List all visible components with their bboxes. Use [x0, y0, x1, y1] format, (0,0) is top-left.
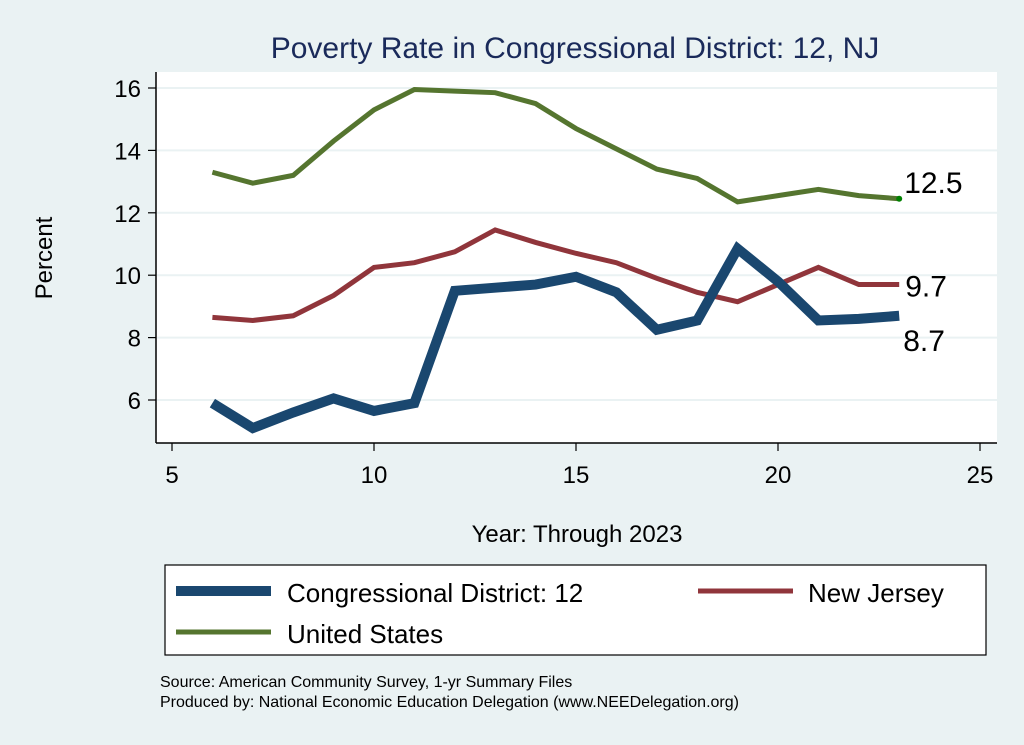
x-tick-label: 25 — [967, 462, 994, 489]
end-label-congressional-district-12: 8.7 — [903, 325, 945, 358]
x-tick-label: 10 — [361, 462, 388, 489]
y-tick-label: 16 — [114, 76, 141, 103]
x-tick-label: 15 — [563, 462, 590, 489]
x-axis-ticks: 5 10 15 20 25 — [165, 443, 993, 489]
y-tick-label: 14 — [114, 138, 141, 165]
y-tick-label: 6 — [128, 388, 141, 415]
end-label-united-states: 12.5 — [904, 167, 962, 200]
x-axis-title: Year: Through 2023 — [472, 521, 683, 548]
y-tick-label: 10 — [114, 263, 141, 290]
series-line-united-states — [211, 87, 900, 205]
chart-title: Poverty Rate in Congressional District: … — [271, 32, 880, 65]
y-tick-label: 12 — [114, 201, 141, 228]
y-axis-ticks: 6 8 10 12 14 16 — [114, 76, 156, 415]
legend-label-united-states: United States — [287, 619, 443, 649]
x-tick-label: 20 — [765, 462, 792, 489]
end-labels: 8.7 9.7 12.5 — [903, 167, 962, 358]
y-axis-title: Percent — [31, 216, 58, 299]
series-lines — [209, 87, 903, 434]
end-label-new-jersey: 9.7 — [905, 271, 947, 304]
source-note: Source: American Community Survey, 1-yr … — [160, 674, 572, 691]
legend-label-new-jersey: New Jersey — [808, 578, 944, 608]
producer-note: Produced by: National Economic Education… — [160, 694, 739, 711]
legend-label-district: Congressional District: 12 — [287, 578, 583, 608]
y-tick-label: 8 — [128, 326, 141, 353]
series-line-congressional-district-12 — [209, 241, 900, 434]
x-tick-label: 5 — [165, 462, 178, 489]
end-marker-united-states — [896, 195, 903, 202]
legend-box — [164, 564, 987, 656]
plot-area — [156, 72, 997, 443]
